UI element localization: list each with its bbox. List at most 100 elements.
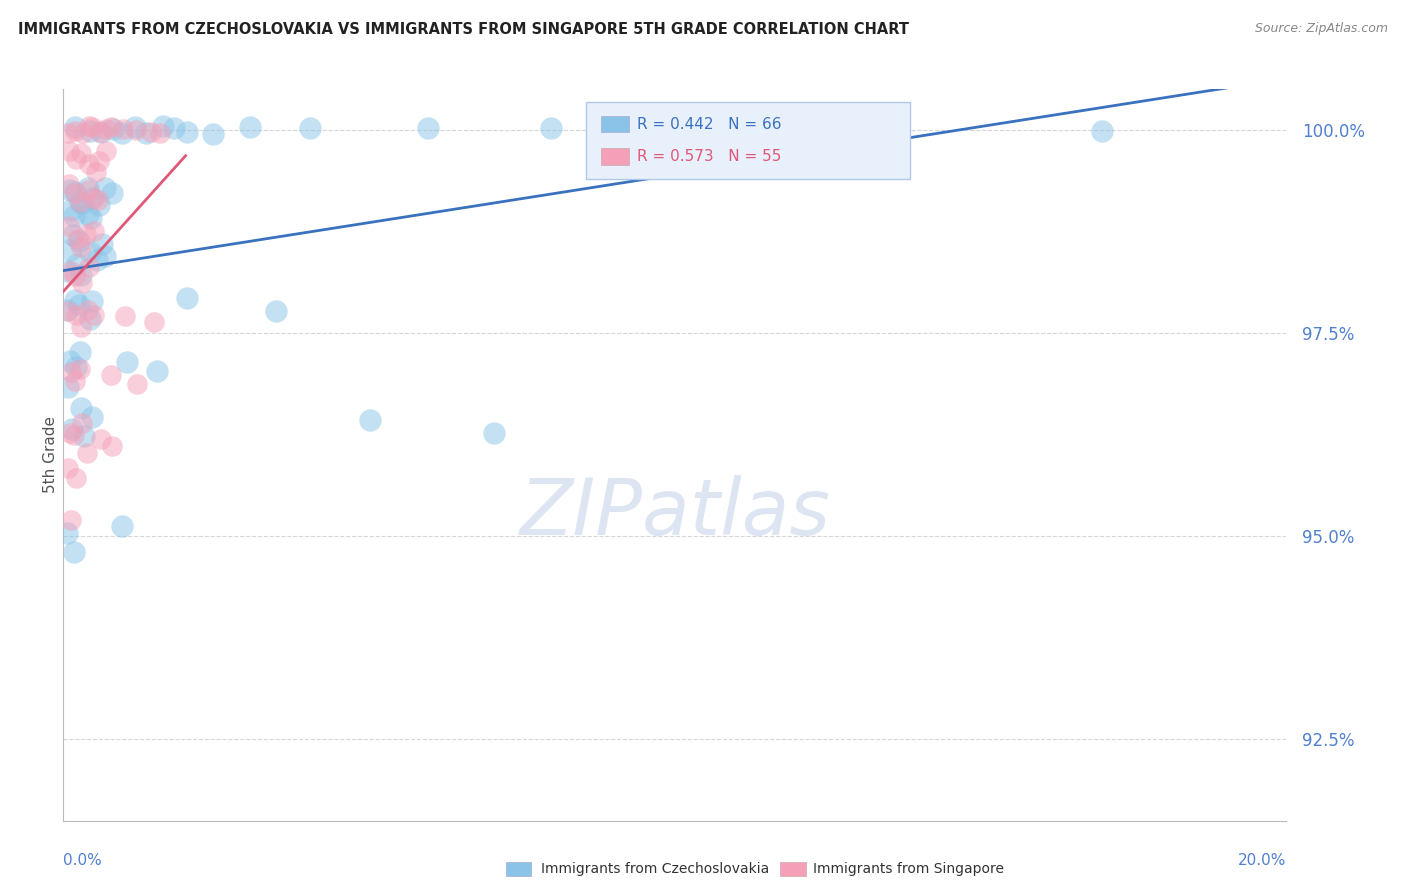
Y-axis label: 5th Grade: 5th Grade [42,417,58,493]
Text: 0.0%: 0.0% [63,853,103,868]
Point [87,153,110,168]
Point [101,122,124,136]
Text: R = 0.442   N = 66: R = 0.442 N = 66 [637,117,782,132]
Point [76,445,98,459]
Text: R = 0.573   N = 55: R = 0.573 N = 55 [637,149,782,164]
Point [58,177,80,191]
Point [75,227,97,242]
Point [59,243,82,257]
Point [73,428,96,442]
Point [142,315,165,329]
Point [67,298,90,312]
Point [63,374,86,388]
Text: Immigrants from Singapore: Immigrants from Singapore [813,862,1004,876]
Point [66,232,89,246]
Point [59,425,82,440]
Point [60,422,83,436]
Point [63,185,86,199]
Point [63,268,86,283]
Point [117,355,139,369]
Point [94,181,117,195]
Point [70,268,93,282]
Point [298,121,321,136]
Point [62,427,84,442]
Point [59,513,82,527]
Point [94,249,117,263]
Point [56,526,79,541]
Point [176,292,198,306]
Point [79,244,101,259]
Point [111,126,134,140]
Point [70,401,93,415]
Point [135,126,157,140]
Point [90,432,112,446]
Point [100,120,122,135]
Point [86,252,108,267]
Point [58,126,80,140]
Point [662,126,685,140]
Point [163,120,186,135]
Point [69,345,91,359]
Point [65,124,87,138]
Point [83,191,105,205]
Text: Immigrants from Czechoslovakia: Immigrants from Czechoslovakia [541,862,769,876]
Point [359,413,381,427]
Point [80,191,103,205]
Point [63,120,86,135]
Point [540,120,562,135]
Point [63,186,86,200]
Point [65,308,87,322]
Point [69,240,91,254]
Point [77,207,100,221]
Text: Source: ZipAtlas.com: Source: ZipAtlas.com [1254,22,1388,36]
Point [70,320,93,334]
Point [77,183,100,197]
Point [62,227,84,242]
Point [125,376,148,391]
Point [139,125,162,139]
Point [100,368,122,382]
Point [66,257,89,271]
Point [80,211,103,225]
Point [77,120,100,134]
Point [152,119,174,133]
Text: 20.0%: 20.0% [1239,853,1286,868]
Point [87,193,110,207]
Point [69,194,91,209]
Point [56,303,79,318]
Point [60,202,83,217]
Point [94,144,117,158]
Point [70,276,93,290]
Point [58,144,80,158]
Point [65,293,87,308]
Text: IMMIGRANTS FROM CZECHOSLOVAKIA VS IMMIGRANTS FROM SINGAPORE 5TH GRADE CORRELATIO: IMMIGRANTS FROM CZECHOSLOVAKIA VS IMMIGR… [18,22,910,37]
Point [264,303,287,318]
Point [83,308,105,322]
Point [70,146,93,161]
Point [101,439,124,453]
Text: ZIPatlas: ZIPatlas [519,475,831,551]
Point [125,122,148,136]
Point [70,417,93,431]
Point [82,294,104,309]
Point [77,181,100,195]
Point [94,121,117,136]
Point [112,122,135,136]
Point [77,303,100,318]
Point [79,311,101,326]
Point [87,197,110,211]
Point [89,125,111,139]
Point [58,354,80,368]
Point [69,361,91,376]
Point [70,196,93,211]
Point [101,186,124,200]
Point [418,120,440,135]
Point [83,224,105,238]
Point [69,194,91,209]
Point [56,264,79,278]
Point [58,461,80,475]
Point [72,126,94,140]
Point [84,164,107,178]
Point [79,124,101,138]
Point [58,219,80,234]
